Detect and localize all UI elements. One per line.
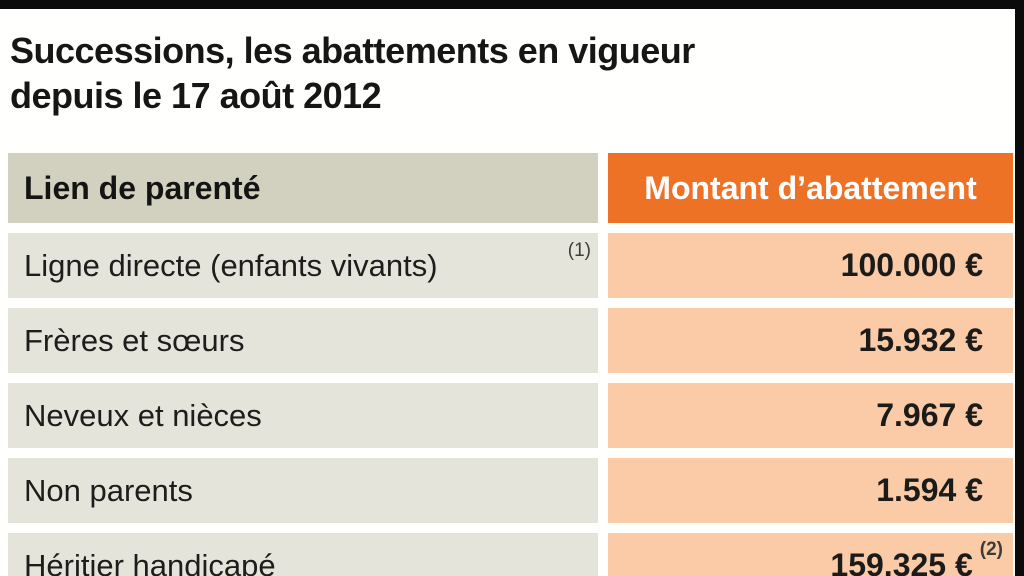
table-row: Ligne directe (enfants vivants) (1) 100.… — [8, 233, 1013, 298]
column-header-amount: Montant d’abattement — [608, 153, 1013, 223]
table-row: Héritier handicapé 159.325 € (2) — [8, 533, 1013, 576]
right-border — [1015, 0, 1024, 576]
amount-cell: 1.594 € — [608, 458, 1013, 523]
abattements-table: Lien de parenté Montant d’abattement Lig… — [8, 153, 1013, 576]
column-header-relation: Lien de parenté — [8, 153, 598, 223]
amount-value: 159.325 € — [830, 547, 973, 576]
table-header-row: Lien de parenté Montant d’abattement — [8, 153, 1013, 223]
relation-cell: Ligne directe (enfants vivants) (1) — [8, 233, 598, 298]
amount-value: 15.932 € — [858, 322, 983, 358]
relation-label: Frères et sœurs — [24, 322, 245, 358]
footnote-ref-2: (2) — [979, 539, 1003, 560]
amount-cell: 7.967 € — [608, 383, 1013, 448]
amount-cell: 100.000 € — [608, 233, 1013, 298]
title-line-2: depuis le 17 août 2012 — [10, 75, 382, 116]
title-line-1: Successions, les abattements en vigueur — [10, 30, 695, 71]
table-row: Neveux et nièces 7.967 € — [8, 383, 1013, 448]
amount-value: 1.594 € — [876, 472, 983, 508]
relation-cell: Héritier handicapé — [8, 533, 598, 576]
footnote-ref-1: (1) — [567, 240, 591, 261]
amount-value: 7.967 € — [876, 397, 983, 433]
amount-cell: 159.325 € (2) — [608, 533, 1013, 576]
amount-cell: 15.932 € — [608, 308, 1013, 373]
amount-value: 100.000 € — [840, 247, 983, 283]
relation-cell: Non parents — [8, 458, 598, 523]
relation-label: Neveux et nièces — [24, 397, 262, 433]
top-border — [0, 0, 1024, 9]
table-row: Frères et sœurs 15.932 € — [8, 308, 1013, 373]
relation-label: Non parents — [24, 472, 193, 508]
page-title: Successions, les abattements en vigueur … — [10, 28, 695, 118]
relation-label: Ligne directe (enfants vivants) — [24, 247, 438, 283]
relation-label: Héritier handicapé — [24, 547, 276, 576]
relation-cell: Neveux et nièces — [8, 383, 598, 448]
relation-cell: Frères et sœurs — [8, 308, 598, 373]
table-row: Non parents 1.594 € — [8, 458, 1013, 523]
